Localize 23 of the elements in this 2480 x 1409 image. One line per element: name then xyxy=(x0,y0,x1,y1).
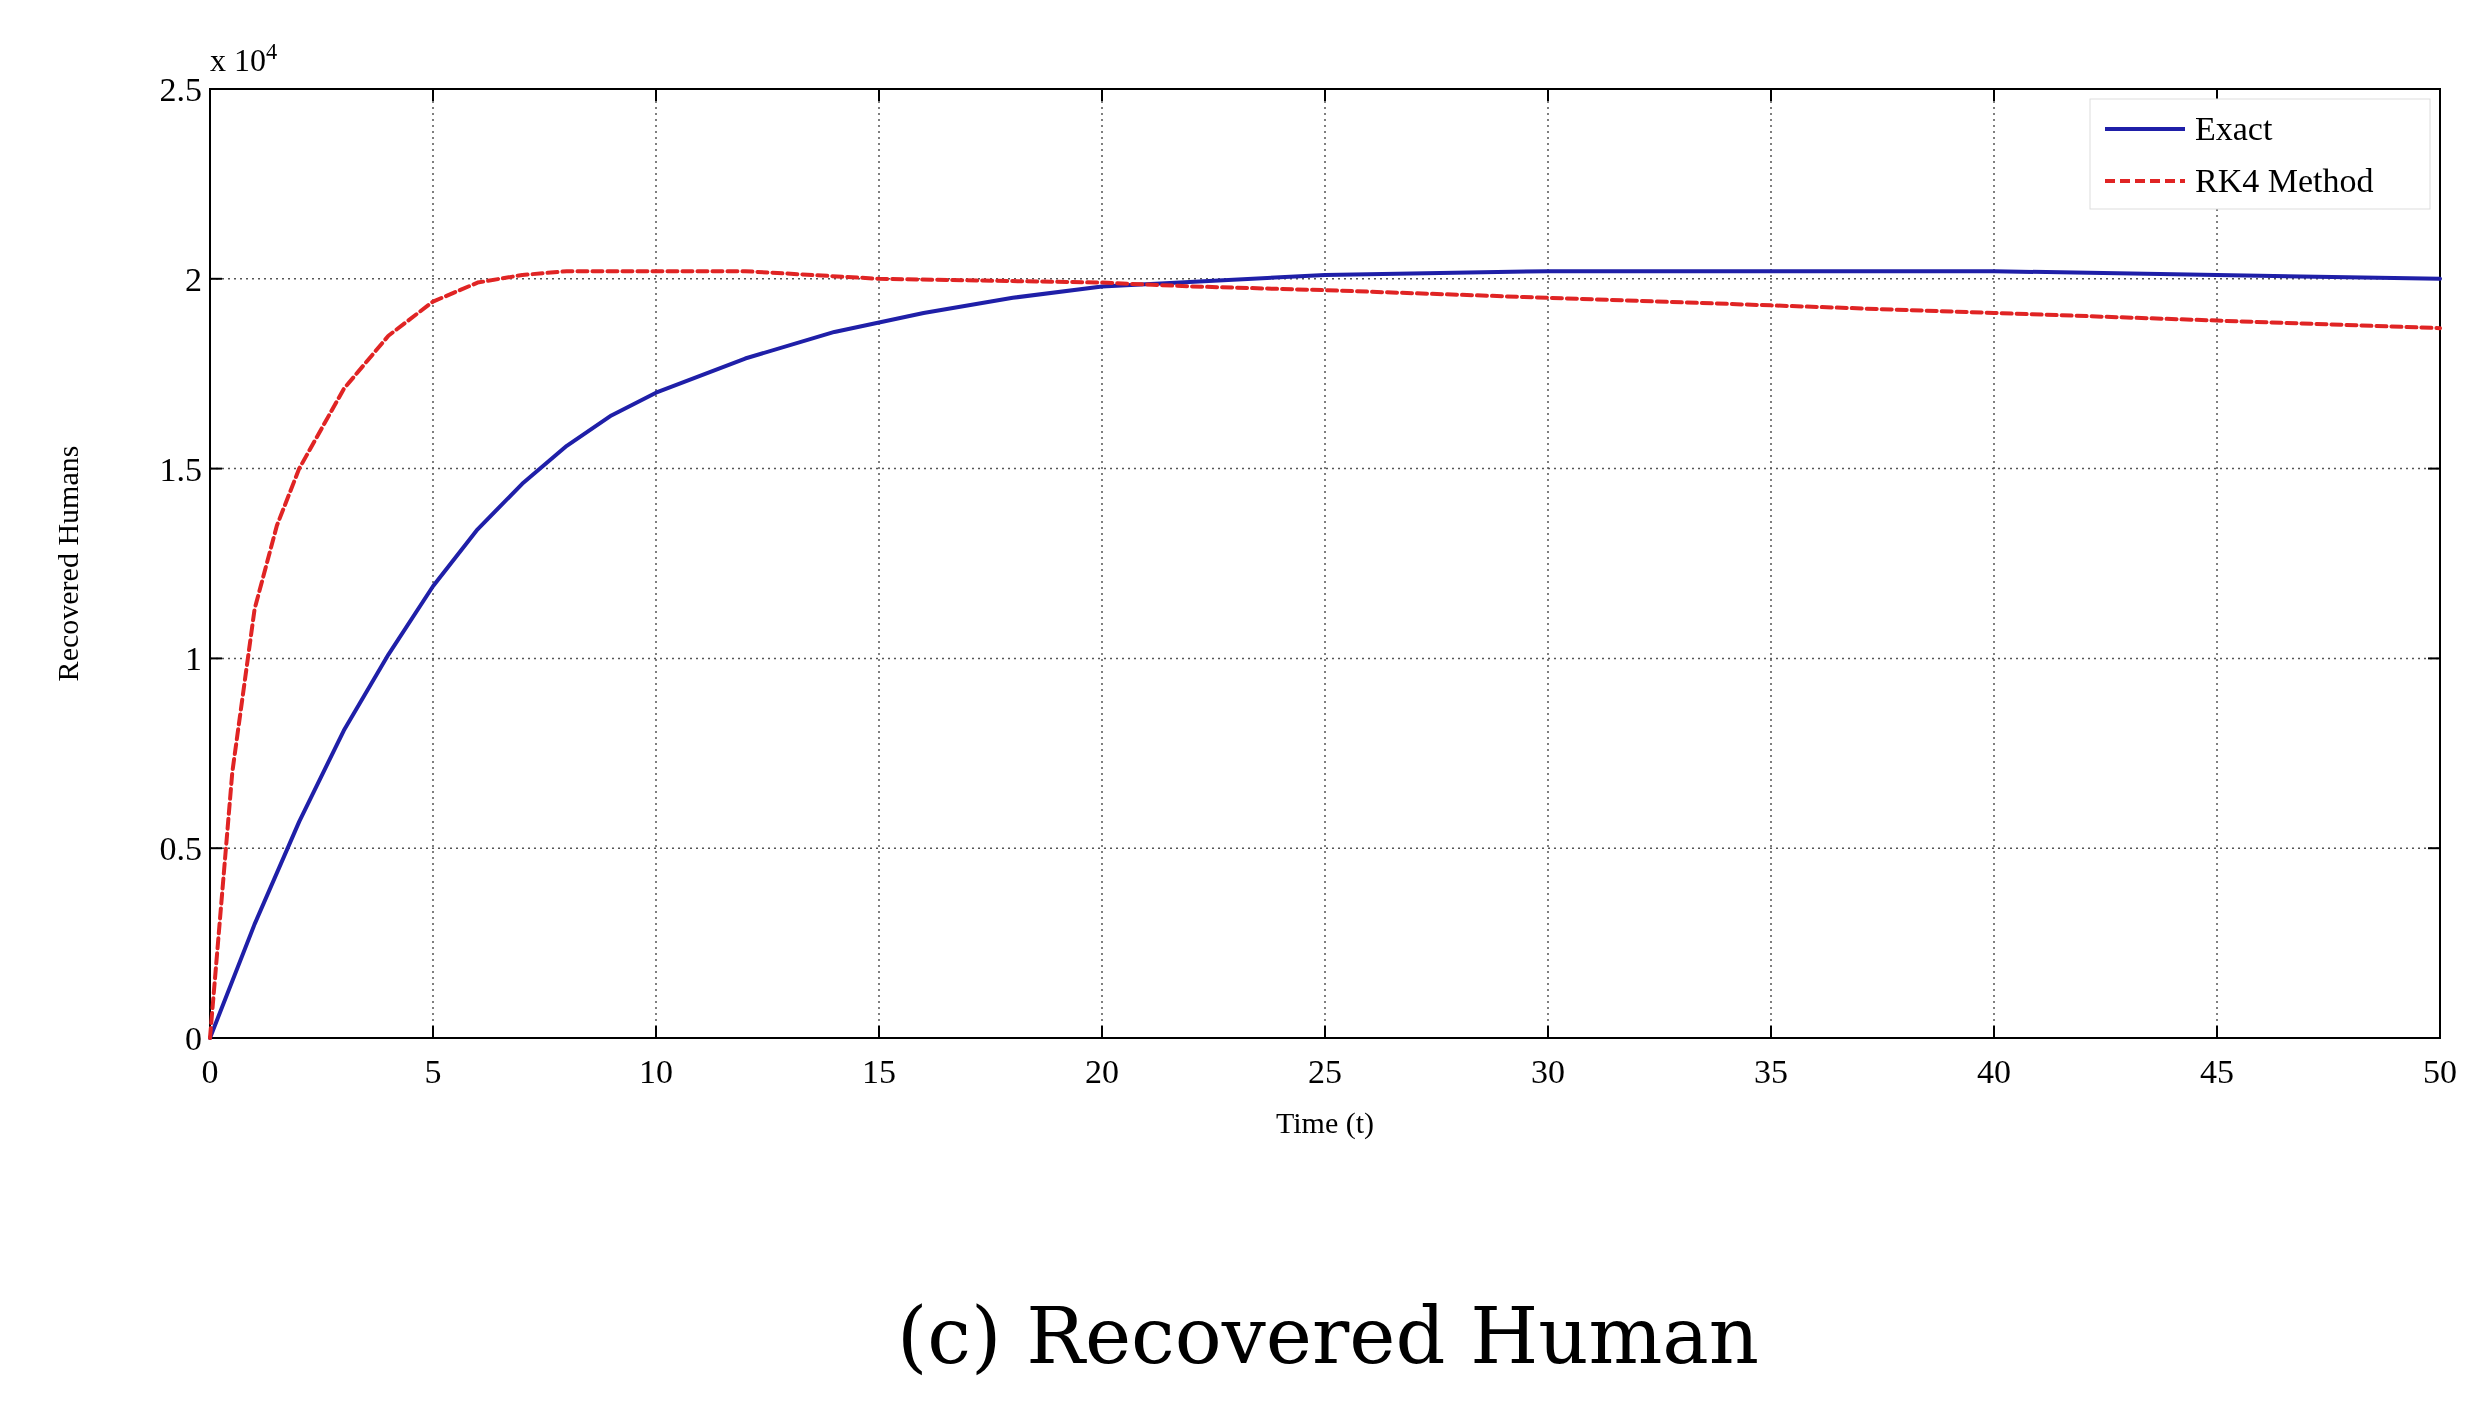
y-tick-label: 1.5 xyxy=(159,450,202,488)
y-tick-label: 2.5 xyxy=(159,71,202,108)
x-tick-label: 45 xyxy=(2200,1053,2234,1090)
x-tick-label: 25 xyxy=(1308,1053,1342,1090)
x-tick-label: 10 xyxy=(639,1053,673,1090)
x-tick-label: 40 xyxy=(1977,1053,2011,1090)
y-tick-label: 2 xyxy=(185,260,202,298)
legend-label: RK4 Method xyxy=(2195,162,2374,199)
x-tick-label: 50 xyxy=(2423,1053,2457,1090)
text: (c) Recovered Human xyxy=(896,1291,1760,1381)
y-axis-title: Recovered Humans xyxy=(51,445,84,682)
y-tick-label: 0 xyxy=(185,1020,202,1057)
y-tick-label: 1 xyxy=(185,640,202,678)
legend-label: Exact xyxy=(2195,110,2273,147)
x-tick-label: 15 xyxy=(862,1053,896,1090)
x-tick-label: 35 xyxy=(1754,1053,1788,1090)
line-series xyxy=(208,269,2442,1040)
text: x 10$^{4}$ xyxy=(210,38,278,78)
y-tick-label: 0.5 xyxy=(159,830,202,868)
x-axis-title: Time (t) xyxy=(1275,1106,1375,1140)
x-tick-label: 5 xyxy=(424,1053,442,1090)
x-tick-label: 20 xyxy=(1085,1053,1119,1090)
x-tick-label: 30 xyxy=(1531,1053,1565,1090)
